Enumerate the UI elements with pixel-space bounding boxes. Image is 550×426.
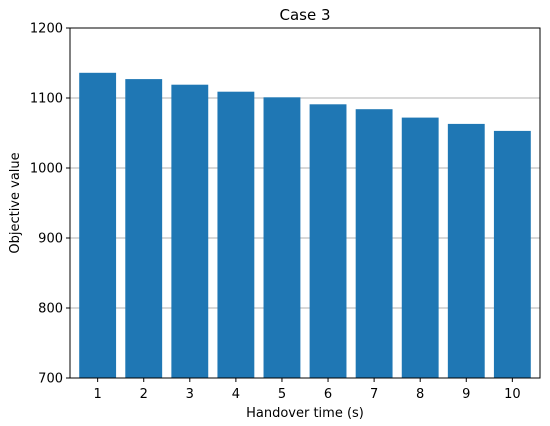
bar-10 bbox=[493, 130, 531, 378]
x-tick-label: 7 bbox=[370, 387, 378, 402]
y-tick-label: 1200 bbox=[30, 22, 63, 37]
x-tick-label: 4 bbox=[232, 387, 240, 402]
bar-7 bbox=[355, 109, 393, 378]
bar-8 bbox=[401, 117, 439, 378]
chart-title: Case 3 bbox=[279, 6, 330, 24]
bar-1 bbox=[79, 72, 117, 379]
y-tick-label: 800 bbox=[38, 302, 63, 317]
y-tick-label: 1000 bbox=[30, 162, 63, 177]
y-tick-label: 1100 bbox=[30, 92, 63, 107]
y-tick-label: 700 bbox=[38, 372, 63, 387]
x-tick-label: 5 bbox=[278, 387, 286, 402]
y-tick-label: 900 bbox=[38, 232, 63, 247]
y-axis-label: Objective value bbox=[8, 152, 23, 253]
bar-5 bbox=[263, 97, 301, 379]
x-tick-label: 3 bbox=[186, 387, 194, 402]
x-tick-label: 1 bbox=[94, 387, 102, 402]
x-axis-ticks: 1 2 3 4 5 6 7 8 9 10 bbox=[94, 378, 521, 402]
bar-6 bbox=[309, 104, 347, 379]
bar-9 bbox=[447, 123, 485, 379]
x-tick-label: 2 bbox=[140, 387, 148, 402]
y-axis-ticks: 700 800 900 1000 1100 1200 bbox=[30, 22, 70, 387]
bars bbox=[79, 72, 531, 379]
bar-4 bbox=[217, 91, 255, 378]
x-tick-label: 10 bbox=[504, 387, 521, 402]
x-axis-label: Handover time (s) bbox=[246, 406, 364, 421]
x-tick-label: 9 bbox=[462, 387, 470, 402]
bar-3 bbox=[171, 84, 209, 378]
plot-frame bbox=[69, 27, 541, 379]
x-tick-label: 6 bbox=[324, 387, 332, 402]
bar-2 bbox=[125, 79, 163, 378]
x-tick-label: 8 bbox=[416, 387, 424, 402]
